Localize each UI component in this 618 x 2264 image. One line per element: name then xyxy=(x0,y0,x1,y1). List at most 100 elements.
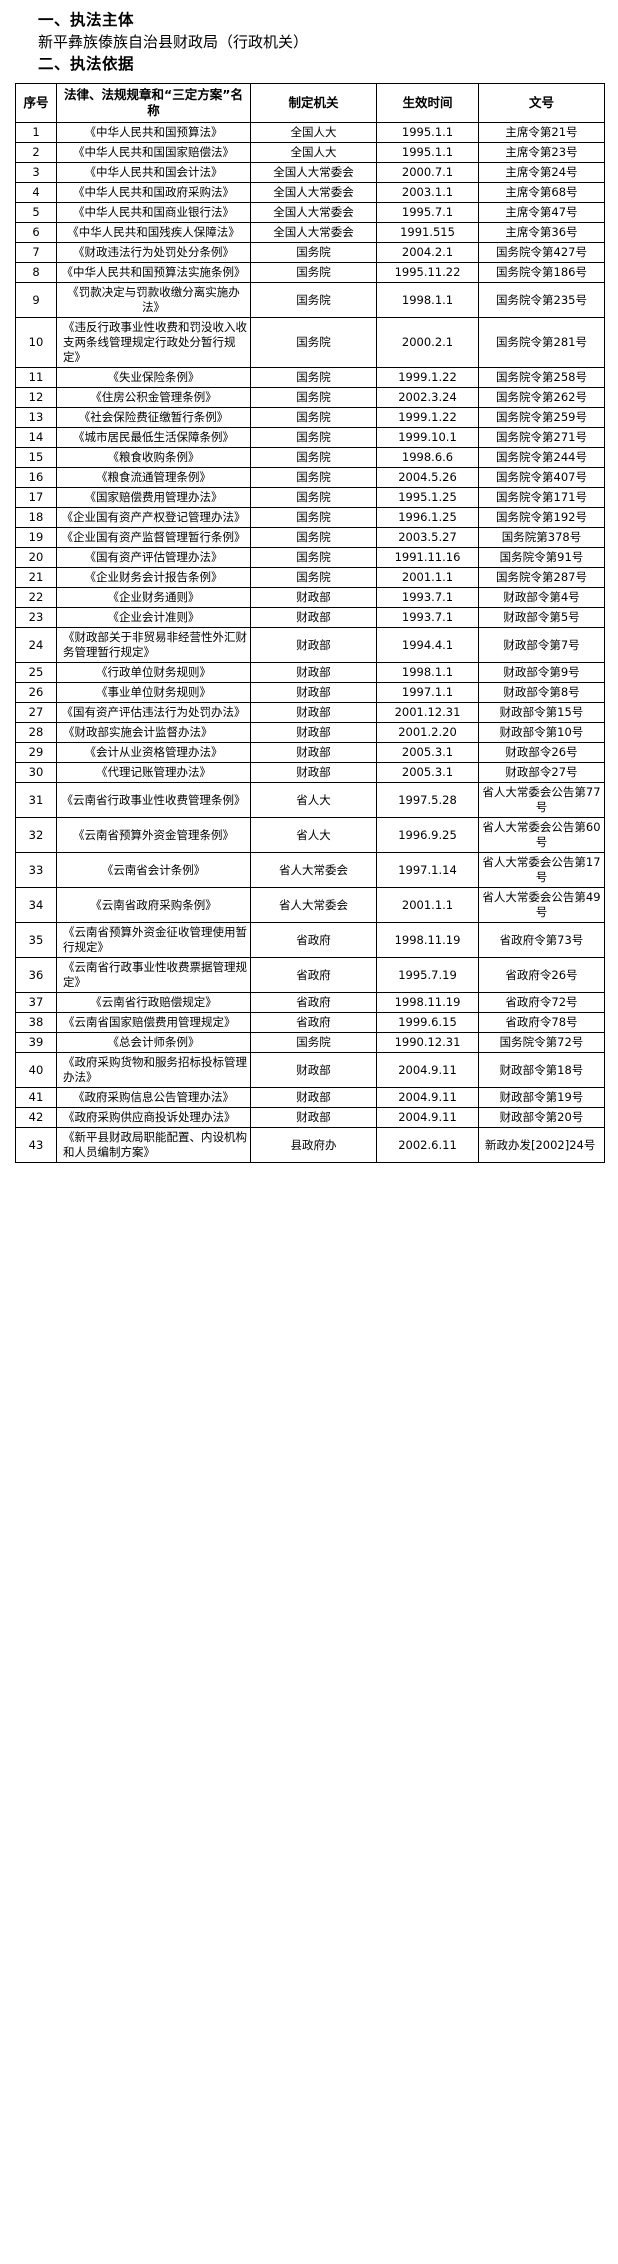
cell-effective-date: 2002.6.11 xyxy=(376,1127,479,1163)
cell-issuing-authority: 财政部 xyxy=(250,662,377,683)
cell-sequence-number: 30 xyxy=(15,762,57,783)
cell-effective-date: 1997.5.28 xyxy=(376,782,479,818)
table-row: 12 《住房公积金管理条例》 国务院 2002.3.24 国务院令第262号 xyxy=(15,387,605,408)
cell-effective-date: 2005.3.1 xyxy=(376,742,479,763)
cell-law-name: 《企业国有资产产权登记管理办法》 xyxy=(56,507,251,528)
table-row: 6 《中华人民共和国残疾人保障法》 全国人大常委会 1991.515 主席令第36号 xyxy=(15,222,605,243)
cell-issuing-authority: 省政府 xyxy=(250,922,377,958)
table-row: 24 《财政部关于非贸易非经营性外汇财务管理暂行规定》 财政部 1994.4.1 财政部… xyxy=(15,627,605,663)
cell-law-name: 《国有资产评估管理办法》 xyxy=(56,547,251,568)
cell-sequence-number: 19 xyxy=(15,527,57,548)
cell-document-number: 国务院令第427号 xyxy=(478,242,605,263)
cell-law-name: 《中华人民共和国国家赔偿法》 xyxy=(56,142,251,163)
cell-sequence-number: 34 xyxy=(15,887,57,923)
table-row: 26 《事业单位财务规则》 财政部 1997.1.1 财政部令第8号 xyxy=(15,682,605,703)
cell-sequence-number: 7 xyxy=(15,242,57,263)
cell-sequence-number: 41 xyxy=(15,1087,57,1108)
column-header-seq: 序号 xyxy=(15,83,57,123)
table-row: 35 《云南省预算外资金征收管理使用暂行规定》 省政府 1998.11.19 省政府令第… xyxy=(15,922,605,958)
cell-issuing-authority: 国务院 xyxy=(250,447,377,468)
cell-sequence-number: 28 xyxy=(15,722,57,743)
cell-sequence-number: 42 xyxy=(15,1107,57,1128)
cell-law-name: 《粮食收购条例》 xyxy=(56,447,251,468)
cell-document-number: 省政府令78号 xyxy=(478,1012,605,1033)
cell-sequence-number: 33 xyxy=(15,852,57,888)
cell-sequence-number: 40 xyxy=(15,1052,57,1088)
cell-sequence-number: 31 xyxy=(15,782,57,818)
cell-sequence-number: 43 xyxy=(15,1127,57,1163)
cell-document-number: 主席令第24号 xyxy=(478,162,605,183)
cell-law-name: 《住房公积金管理条例》 xyxy=(56,387,251,408)
cell-effective-date: 1997.1.1 xyxy=(376,682,479,703)
cell-sequence-number: 25 xyxy=(15,662,57,683)
cell-sequence-number: 29 xyxy=(15,742,57,763)
cell-law-name: 《代理记账管理办法》 xyxy=(56,762,251,783)
table-row: 32 《云南省预算外资金管理条例》 省人大 1996.9.25 省人大常委会公告第60号 xyxy=(15,817,605,853)
cell-sequence-number: 21 xyxy=(15,567,57,588)
cell-issuing-authority: 全国人大常委会 xyxy=(250,202,377,223)
cell-law-name: 《行政单位财务规则》 xyxy=(56,662,251,683)
cell-effective-date: 1996.1.25 xyxy=(376,507,479,528)
cell-issuing-authority: 省人大 xyxy=(250,817,377,853)
table-row: 27 《国有资产评估违法行为处罚办法》 财政部 2001.12.31 财政部令第15号 xyxy=(15,702,605,723)
cell-document-number: 财政部令26号 xyxy=(478,742,605,763)
cell-law-name: 《政府采购货物和服务招标投标管理办法》 xyxy=(56,1052,251,1088)
cell-issuing-authority: 财政部 xyxy=(250,682,377,703)
cell-law-name: 《云南省预算外资金征收管理使用暂行规定》 xyxy=(56,922,251,958)
cell-issuing-authority: 财政部 xyxy=(250,762,377,783)
cell-issuing-authority: 国务院 xyxy=(250,507,377,528)
cell-effective-date: 2003.1.1 xyxy=(376,182,479,203)
cell-effective-date: 2000.7.1 xyxy=(376,162,479,183)
cell-law-name: 《社会保险费征缴暂行条例》 xyxy=(56,407,251,428)
cell-law-name: 《企业会计准则》 xyxy=(56,607,251,628)
cell-sequence-number: 32 xyxy=(15,817,57,853)
cell-document-number: 主席令第68号 xyxy=(478,182,605,203)
cell-document-number: 省政府令第73号 xyxy=(478,922,605,958)
table-row: 36 《云南省行政事业性收费票据管理规定》 省政府 1995.7.19 省政府令26号 xyxy=(15,957,605,993)
cell-issuing-authority: 财政部 xyxy=(250,627,377,663)
cell-law-name: 《财政违法行为处罚处分条例》 xyxy=(56,242,251,263)
cell-document-number: 省人大常委会公告第49号 xyxy=(478,887,605,923)
cell-sequence-number: 8 xyxy=(15,262,57,283)
cell-issuing-authority: 财政部 xyxy=(250,742,377,763)
table-row: 23 《企业会计准则》 财政部 1993.7.1 财政部令第5号 xyxy=(15,607,605,628)
cell-sequence-number: 18 xyxy=(15,507,57,528)
cell-document-number: 财政部令第19号 xyxy=(478,1087,605,1108)
cell-effective-date: 1995.1.1 xyxy=(376,142,479,163)
cell-document-number: 国务院令第259号 xyxy=(478,407,605,428)
cell-effective-date: 1993.7.1 xyxy=(376,587,479,608)
cell-effective-date: 2003.5.27 xyxy=(376,527,479,548)
cell-document-number: 国务院第378号 xyxy=(478,527,605,548)
cell-law-name: 《云南省行政事业性收费票据管理规定》 xyxy=(56,957,251,993)
table-row: 8 《中华人民共和国预算法实施条例》 国务院 1995.11.22 国务院令第186号 xyxy=(15,262,605,283)
cell-law-name: 《国家赔偿费用管理办法》 xyxy=(56,487,251,508)
cell-effective-date: 2001.1.1 xyxy=(376,887,479,923)
table-row: 37 《云南省行政赔偿规定》 省政府 1998.11.19 省政府令72号 xyxy=(15,992,605,1013)
cell-law-name: 《云南省行政事业性收费管理条例》 xyxy=(56,782,251,818)
cell-sequence-number: 15 xyxy=(15,447,57,468)
cell-sequence-number: 1 xyxy=(15,122,57,143)
cell-issuing-authority: 国务院 xyxy=(250,367,377,388)
cell-law-name: 《中华人民共和国残疾人保障法》 xyxy=(56,222,251,243)
cell-effective-date: 1995.11.22 xyxy=(376,262,479,283)
cell-effective-date: 1996.9.25 xyxy=(376,817,479,853)
cell-issuing-authority: 省人大常委会 xyxy=(250,852,377,888)
cell-law-name: 《财政部关于非贸易非经营性外汇财务管理暂行规定》 xyxy=(56,627,251,663)
column-header-name: 法律、法规规章和“三定方案”名称 xyxy=(56,83,251,123)
cell-effective-date: 2004.5.26 xyxy=(376,467,479,488)
cell-law-name: 《企业财务会计报告条例》 xyxy=(56,567,251,588)
cell-issuing-authority: 全国人大常委会 xyxy=(250,182,377,203)
cell-law-name: 《企业国有资产监督管理暂行条例》 xyxy=(56,527,251,548)
column-header-date: 生效时间 xyxy=(376,83,479,123)
cell-document-number: 财政部令第15号 xyxy=(478,702,605,723)
cell-issuing-authority: 财政部 xyxy=(250,587,377,608)
cell-law-name: 《事业单位财务规则》 xyxy=(56,682,251,703)
cell-document-number: 省人大常委会公告第60号 xyxy=(478,817,605,853)
cell-issuing-authority: 全国人大常委会 xyxy=(250,222,377,243)
cell-sequence-number: 6 xyxy=(15,222,57,243)
cell-sequence-number: 10 xyxy=(15,317,57,368)
table-row: 28 《财政部实施会计监督办法》 财政部 2001.2.20 财政部令第10号 xyxy=(15,722,605,743)
cell-sequence-number: 38 xyxy=(15,1012,57,1033)
cell-sequence-number: 11 xyxy=(15,367,57,388)
